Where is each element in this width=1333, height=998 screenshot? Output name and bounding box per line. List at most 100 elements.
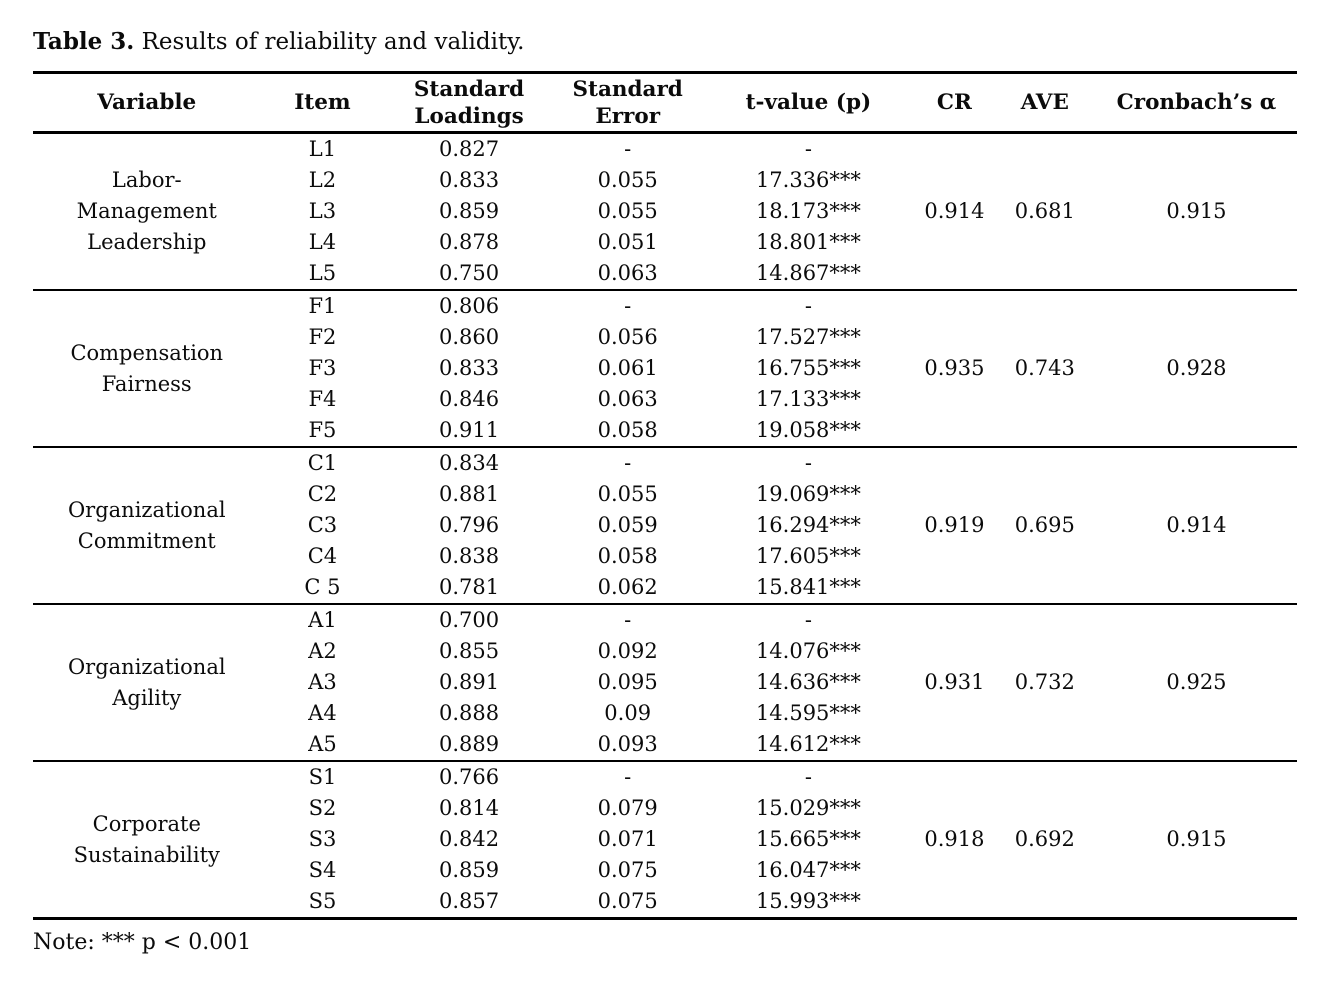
- loading-cell: 0.889: [439, 732, 500, 756]
- se-cell: 0.062: [597, 575, 658, 599]
- loading-cell: 0.834: [439, 451, 500, 475]
- se-cell: 0.063: [597, 261, 658, 285]
- item-cell: A5: [308, 732, 337, 756]
- loading-cell: 0.846: [439, 387, 500, 411]
- t-value-cell: 14.076***: [755, 639, 861, 663]
- loading-cell: 0.859: [439, 199, 500, 223]
- variable-group: Compensation Fairness F1 0.806 - - 0.935 0.743…: [33, 290, 1297, 447]
- loading-cell: 0.700: [439, 608, 500, 632]
- se-cell: 0.095: [597, 670, 658, 694]
- t-value-cell: -: [804, 294, 812, 318]
- table-caption: Table 3. Results of reliability and vali…: [33, 27, 1300, 57]
- se-cell: 0.058: [597, 544, 658, 568]
- t-value-cell: 17.605***: [755, 544, 861, 568]
- item-cell: F4: [308, 387, 337, 411]
- t-value-cell: 14.612***: [755, 732, 861, 756]
- se-cell: 0.059: [597, 513, 658, 537]
- item-cell: L2: [308, 168, 337, 192]
- table-row: A4 0.888 0.09 14.595***: [33, 698, 1297, 729]
- t-value-cell: 14.867***: [755, 261, 861, 285]
- loading-cell: 0.750: [439, 261, 500, 285]
- column-header-item: Item: [294, 90, 351, 115]
- loading-cell: 0.833: [439, 356, 500, 380]
- se-cell: 0.063: [597, 387, 658, 411]
- t-value-cell: -: [804, 451, 812, 475]
- loading-cell: 0.806: [439, 294, 500, 318]
- item-cell: C3: [307, 513, 338, 537]
- table-row: A3 0.891 0.095 14.636***: [33, 667, 1297, 698]
- loading-cell: 0.860: [439, 325, 500, 349]
- item-cell: A3: [308, 670, 337, 694]
- item-cell: C2: [307, 482, 338, 506]
- se-cell: 0.075: [597, 889, 658, 913]
- se-cell: 0.071: [597, 827, 658, 851]
- item-cell: S4: [308, 858, 337, 882]
- table-row: Corporate Sustainability S1 0.766 - - 0.918 0.…: [33, 761, 1297, 867]
- item-cell: S1: [308, 765, 337, 789]
- t-value-cell: 15.993***: [755, 889, 861, 913]
- se-cell: 0.051: [597, 230, 658, 254]
- table-row: S3 0.842 0.071 15.665***: [33, 824, 1297, 855]
- item-cell: S2: [308, 796, 337, 820]
- loading-cell: 0.766: [439, 765, 500, 789]
- table-row: S5 0.857 0.075 15.993***: [33, 886, 1297, 919]
- table-row: S4 0.859 0.075 16.047***: [33, 855, 1297, 886]
- loading-cell: 0.842: [439, 827, 500, 851]
- se-cell: 0.058: [597, 418, 658, 442]
- t-value-cell: 16.755***: [755, 356, 861, 380]
- cr-cell: 0.931: [924, 670, 985, 694]
- item-cell: L4: [308, 230, 337, 254]
- header-row: Variable Item Standard Loadings Standard Er…: [33, 73, 1297, 133]
- loading-cell: 0.796: [439, 513, 500, 537]
- loading-cell: 0.833: [439, 168, 500, 192]
- item-cell: F1: [308, 294, 337, 318]
- t-value-cell: 17.336***: [755, 168, 861, 192]
- item-cell: S5: [308, 889, 337, 913]
- se-cell: 0.055: [597, 482, 658, 506]
- t-value-cell: 16.047***: [755, 858, 861, 882]
- table-row: F3 0.833 0.061 16.755***: [33, 353, 1297, 384]
- cr-cell: 0.919: [924, 513, 985, 537]
- item-cell: C1: [307, 451, 338, 475]
- item-cell: F5: [308, 418, 337, 442]
- se-cell: -: [624, 765, 632, 789]
- ave-cell: 0.743: [1014, 356, 1075, 380]
- se-cell: 0.09: [604, 701, 652, 725]
- t-value-cell: 18.801***: [755, 230, 861, 254]
- table-row: C3 0.796 0.059 16.294***: [33, 510, 1297, 541]
- t-value-cell: 19.058***: [755, 418, 861, 442]
- alpha-cell: 0.928: [1166, 356, 1227, 380]
- t-value-cell: 18.173***: [755, 199, 861, 223]
- variable-cell: Labor- Management Leadership: [76, 168, 217, 254]
- loading-cell: 0.827: [439, 137, 500, 161]
- reliability-validity-table: Variable Item Standard Loadings Standard Er…: [33, 71, 1297, 920]
- se-cell: 0.079: [597, 796, 658, 820]
- table-row: L4 0.878 0.051 18.801***: [33, 227, 1297, 258]
- table-row: A2 0.855 0.092 14.076***: [33, 636, 1297, 667]
- t-value-cell: 15.841***: [755, 575, 861, 599]
- t-value-cell: 16.294***: [755, 513, 861, 537]
- loading-cell: 0.878: [439, 230, 500, 254]
- ave-cell: 0.732: [1014, 670, 1075, 694]
- item-cell: S3: [308, 827, 337, 851]
- t-value-cell: -: [804, 765, 812, 789]
- variable-group: Labor- Management Leadership L1 0.827 - - 0.9…: [33, 133, 1297, 290]
- alpha-cell: 0.915: [1166, 199, 1227, 223]
- table-row: Compensation Fairness F1 0.806 - - 0.935 0.743…: [33, 290, 1297, 396]
- table-caption-text: Results of reliability and validity.: [141, 29, 525, 55]
- loading-cell: 0.888: [439, 701, 500, 725]
- loading-cell: 0.881: [439, 482, 500, 506]
- item-cell: A2: [308, 639, 337, 663]
- se-cell: -: [624, 294, 632, 318]
- column-header-standard-loadings: Standard Loadings: [413, 76, 525, 129]
- item-cell: C4: [307, 544, 338, 568]
- t-value-cell: -: [804, 608, 812, 632]
- variable-group: Organizational Commitment C1 0.834 - - 0.919 0…: [33, 447, 1297, 604]
- column-header-cr: CR: [936, 90, 972, 115]
- se-cell: -: [624, 137, 632, 161]
- item-cell: A1: [308, 608, 337, 632]
- table-row: Labor- Management Leadership L1 0.827 - - 0.9…: [33, 133, 1297, 254]
- loading-cell: 0.891: [439, 670, 500, 694]
- ave-cell: 0.695: [1014, 513, 1075, 537]
- item-cell: F3: [308, 356, 337, 380]
